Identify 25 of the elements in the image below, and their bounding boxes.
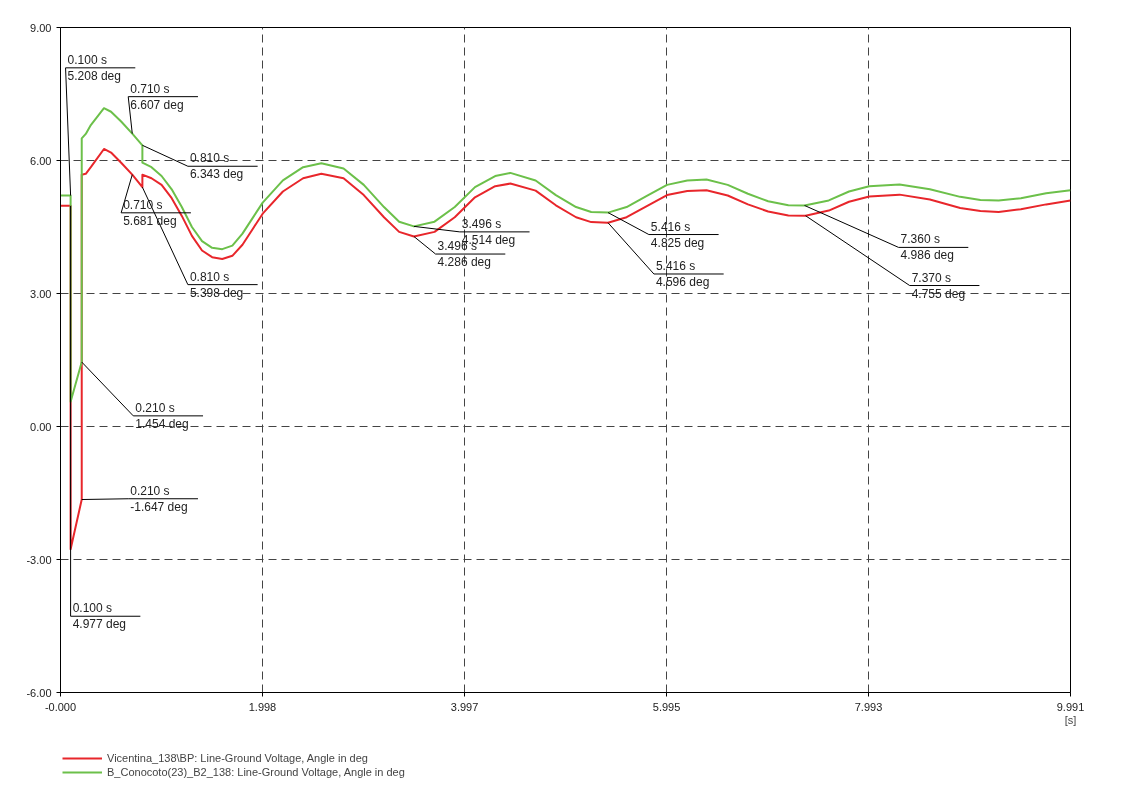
annotation: 5.416 s 4.825 deg (650, 219, 705, 250)
annotation: 5.416 s 4.596 deg (655, 258, 710, 289)
x-tick-label: 3.997 (450, 700, 479, 713)
x-tick-label: 5.995 (652, 700, 681, 713)
legend-label: Vicentina_138\BP: Line-Ground Voltage, Angle in deg (107, 751, 368, 764)
y-tick-label: -3.00 (26, 553, 52, 566)
annotation: 0.100 s 5.208 deg (67, 52, 121, 83)
y-tick-label: 6.00 (30, 154, 52, 167)
annotation: 0.210 s 1.454 deg (135, 400, 189, 431)
y-tick-label: 3.00 (30, 287, 52, 300)
x-tick-label: -0.000 (44, 700, 77, 713)
annotation: 0.100 s 4.977 deg (72, 601, 127, 632)
annotation: 0.810 s 6.343 deg (189, 151, 244, 182)
annotation: 0.810 s 5.398 deg (189, 269, 244, 300)
y-tick-label: 0.00 (30, 420, 52, 433)
x-tick-label: 7.993 (854, 700, 883, 713)
annotation: 0.210 s -1.647 deg (130, 483, 188, 514)
x-tick-label: 1.998 (248, 700, 277, 713)
y-tick-label: 9.00 (30, 21, 52, 34)
annotation: 7.360 s 4.986 deg (900, 232, 954, 263)
x-axis-title: [s] (1064, 713, 1077, 726)
annotation: 0.710 s 6.607 deg (130, 81, 184, 112)
y-tick-label: -6.00 (26, 686, 52, 699)
legend-label: B_Conocoto(23)_B2_138: Line-Ground Voltage, Angle in deg (107, 765, 405, 778)
x-tick-label: 9.991 (1056, 700, 1085, 713)
